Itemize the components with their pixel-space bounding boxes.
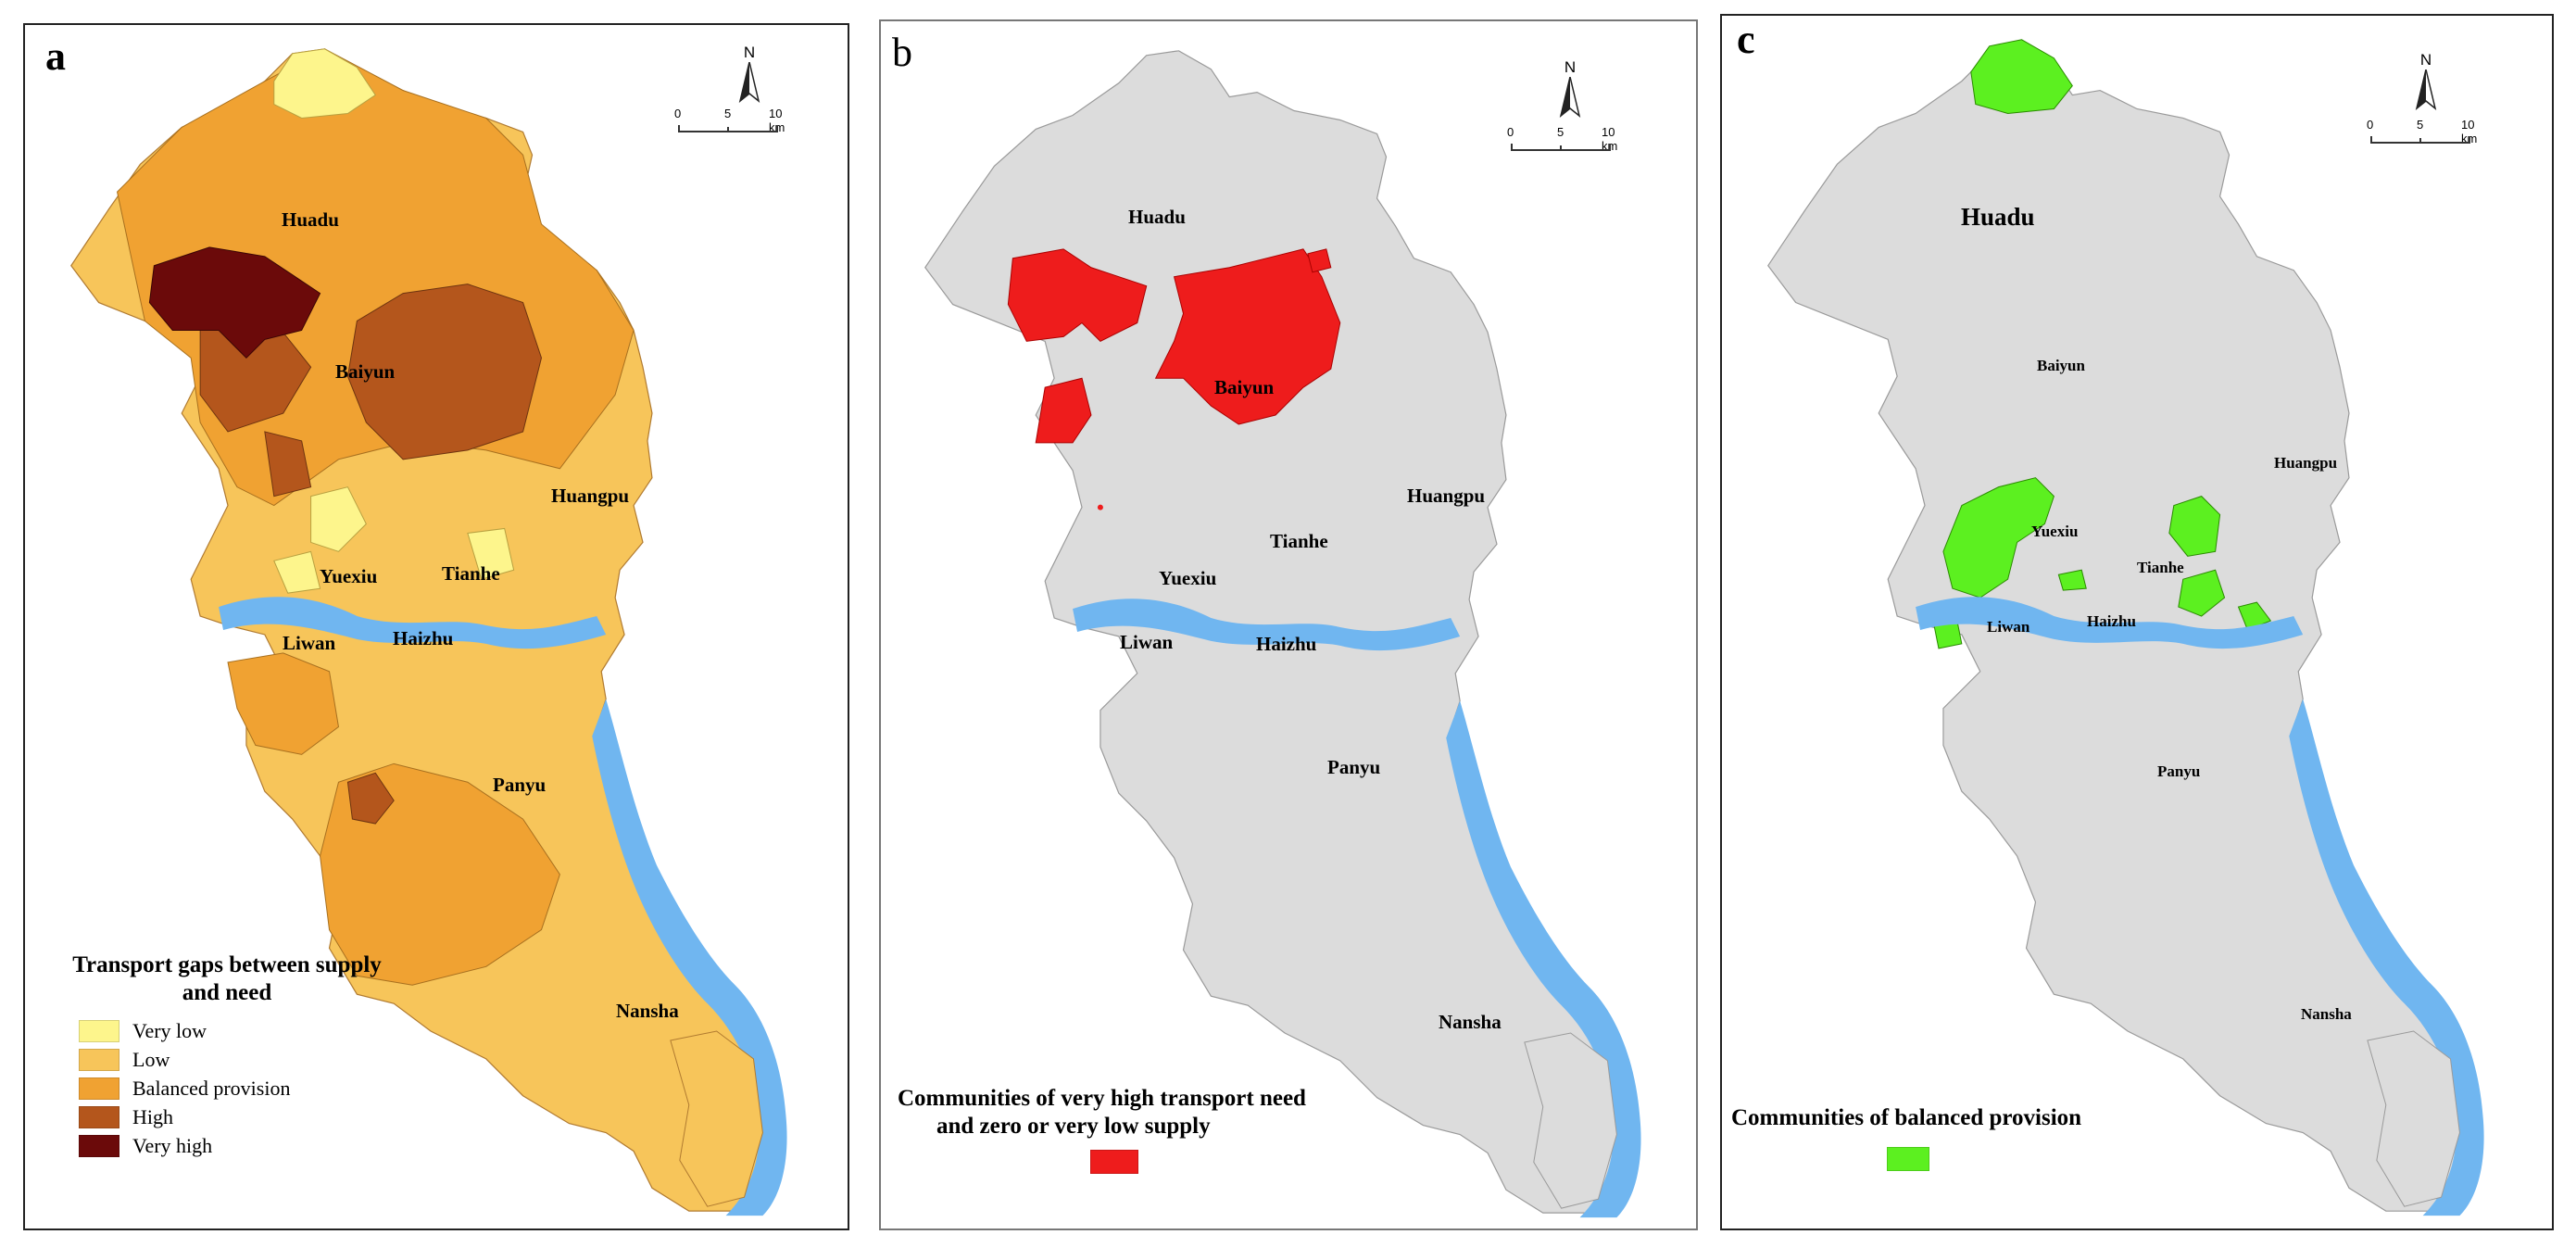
district-label-yuexiu: Yuexiu <box>2031 523 2079 540</box>
district-label-panyu: Panyu <box>1327 756 1381 778</box>
scale-label-0: 0 <box>2367 118 2374 132</box>
legend-item-high: High <box>79 1105 173 1129</box>
scale-label-5: 5 <box>2417 118 2424 132</box>
map-panel-c: c N 0 5 10 km Huadu Baiyun Huangpu Yuexi… <box>1720 14 2554 1230</box>
district-label-yuexiu: Yuexiu <box>320 565 378 587</box>
district-label-haizhu: Haizhu <box>393 627 454 649</box>
legend-swatch-very-high <box>79 1135 119 1157</box>
legend-item-very-low: Very low <box>79 1019 207 1043</box>
legend-swatch-balanced <box>1887 1147 1929 1171</box>
district-label-nansha: Nansha <box>616 1000 679 1022</box>
district-label-panyu: Panyu <box>493 774 547 796</box>
north-arrow-label: N <box>2419 51 2432 69</box>
district-label-tianhe: Tianhe <box>1270 530 1328 552</box>
district-label-haizhu: Haizhu <box>2087 612 2136 630</box>
district-label-liwan: Liwan <box>1987 618 2030 636</box>
panel-letter-c: c <box>1737 17 1755 62</box>
legend-swatch-balanced <box>79 1077 119 1100</box>
legend-item-balanced: Balanced provision <box>79 1077 290 1101</box>
district-label-huadu: Huadu <box>1128 206 1186 228</box>
district-label-tianhe: Tianhe <box>442 562 500 585</box>
north-arrow: N <box>1559 58 1581 128</box>
legend-item-very-high: Very high <box>79 1134 212 1158</box>
legend-title-line2: and need <box>182 980 272 1005</box>
scale-bar: 0 5 10 km <box>2367 118 2477 155</box>
map-panel-b: b N 0 5 10 km Huadu Baiyun Huangpu Tianh… <box>879 19 1698 1230</box>
district-label-baiyun: Baiyun <box>2037 357 2085 374</box>
north-arrow: N <box>738 44 760 113</box>
map-panel-a: a N 0 5 10 km Huadu Baiyun Huangpu Yuexi… <box>23 23 849 1230</box>
legend-label-balanced: Balanced provision <box>132 1077 291 1100</box>
district-label-nansha: Nansha <box>2301 1005 2352 1023</box>
scale-label-5: 5 <box>724 107 732 120</box>
scale-bar: 0 5 10 km <box>1507 125 1617 162</box>
legend-title: Communities of very high transport need … <box>898 1085 1342 1140</box>
balanced-provision-map <box>1767 39 2484 1216</box>
district-label-haizhu: Haizhu <box>1256 633 1317 655</box>
scale-bar: 0 5 10 km <box>674 107 785 144</box>
legend-item-low: Low <box>79 1048 170 1072</box>
scale-label-0: 0 <box>1507 125 1514 139</box>
district-label-baiyun: Baiyun <box>335 360 396 383</box>
district-label-yuexiu: Yuexiu <box>1159 567 1217 589</box>
panel-letter-a: a <box>45 33 66 79</box>
panel-letter-b: b <box>892 30 912 75</box>
scale-label-0: 0 <box>674 107 682 120</box>
north-arrow-icon <box>2415 69 2437 110</box>
north-arrow-icon <box>1559 76 1581 118</box>
district-label-baiyun: Baiyun <box>1214 376 1275 398</box>
legend-label-very-high: Very high <box>132 1134 213 1157</box>
legend-title-line1: Transport gaps between supply <box>72 952 382 977</box>
legend-title: Communities of balanced provision <box>1731 1104 2148 1132</box>
district-label-liwan: Liwan <box>283 632 336 654</box>
district-label-huangpu: Huangpu <box>2274 454 2338 472</box>
district-label-huadu: Huadu <box>282 208 339 231</box>
north-arrow-label: N <box>1564 58 1577 76</box>
transport-gap-map <box>70 48 787 1216</box>
legend-swatch-very-low <box>79 1020 119 1042</box>
legend-title-line1: Communities of very high transport need <box>898 1086 1306 1111</box>
legend-swatch-high-need <box>1090 1150 1138 1174</box>
district-label-panyu: Panyu <box>2157 762 2201 780</box>
north-arrow-label: N <box>743 44 756 61</box>
north-arrow: N <box>2415 51 2437 120</box>
district-label-nansha: Nansha <box>1439 1011 1502 1033</box>
legend-label-low: Low <box>132 1048 170 1071</box>
high-need-low-supply-map <box>924 50 1641 1218</box>
district-label-huangpu: Huangpu <box>1407 485 1486 507</box>
legend-title: Transport gaps between supply and need <box>42 951 412 1007</box>
district-label-liwan: Liwan <box>1120 631 1174 653</box>
legend-title-line1: Communities of balanced provision <box>1731 1105 2082 1130</box>
legend-label-high: High <box>132 1105 173 1128</box>
scale-label-5: 5 <box>1557 125 1564 139</box>
legend-swatch-high <box>79 1106 119 1128</box>
district-label-huangpu: Huangpu <box>551 485 630 507</box>
district-label-tianhe: Tianhe <box>2137 559 2184 576</box>
legend-title-line2: and zero or very low supply <box>936 1114 1211 1139</box>
legend-swatch-low <box>79 1049 119 1071</box>
district-label-huadu: Huadu <box>1961 203 2035 231</box>
legend-label-very-low: Very low <box>132 1019 207 1042</box>
north-arrow-icon <box>738 61 760 103</box>
